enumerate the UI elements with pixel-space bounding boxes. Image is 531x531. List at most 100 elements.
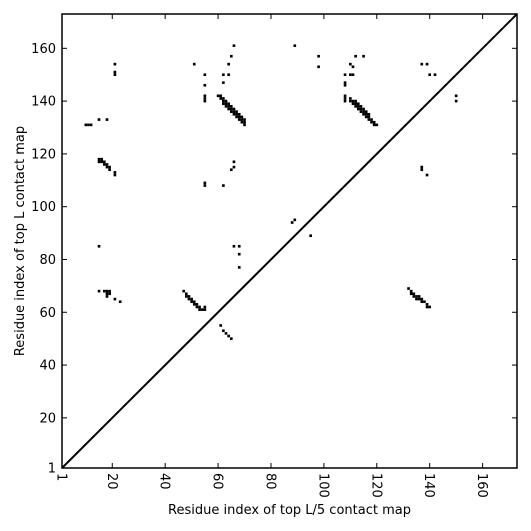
- upper-contact-marker: [343, 81, 347, 84]
- lower-contact-marker: [417, 297, 421, 301]
- lower-contact-marker: [97, 289, 101, 293]
- lower-contact-marker: [224, 332, 228, 335]
- lower-contact-marker: [192, 303, 196, 306]
- lower-contact-marker: [105, 292, 109, 296]
- lower-contact-marker: [100, 160, 104, 164]
- upper-contact-marker: [370, 118, 373, 121]
- upper-contact-marker: [232, 110, 236, 113]
- upper-contact-marker: [351, 102, 355, 106]
- lower-contact-marker: [407, 287, 410, 290]
- upper-contact-marker: [354, 102, 357, 106]
- upper-contact-marker: [235, 112, 238, 116]
- lower-contact-marker: [232, 165, 236, 169]
- upper-contact-marker: [222, 97, 225, 100]
- lower-contact-marker: [187, 295, 191, 298]
- lower-contact-marker: [105, 295, 109, 298]
- lower-contact-marker: [113, 297, 117, 301]
- upper-contact-marker: [113, 73, 117, 77]
- upper-contact-marker: [113, 70, 117, 74]
- upper-contact-marker: [351, 73, 355, 77]
- upper-contact-marker: [317, 54, 320, 58]
- lower-contact-marker: [113, 171, 117, 174]
- x-tick-label: 100: [315, 473, 330, 498]
- x-tick-label: 160: [474, 473, 489, 498]
- lower-contact-marker: [219, 324, 223, 327]
- lower-contact-marker: [203, 308, 207, 311]
- x-tick-label: 1: [54, 473, 69, 481]
- upper-contact-marker: [454, 99, 458, 103]
- upper-contact-marker: [227, 62, 230, 66]
- upper-contact-marker: [222, 102, 225, 106]
- lower-contact-marker: [229, 168, 233, 172]
- upper-contact-marker: [227, 105, 230, 108]
- lower-contact-marker: [417, 295, 421, 298]
- lower-contact-marker: [198, 305, 201, 309]
- y-tick-label: 100: [31, 200, 56, 215]
- upper-contact-marker: [229, 54, 233, 58]
- lower-contact-marker: [222, 184, 225, 187]
- upper-contact-marker: [224, 102, 228, 106]
- upper-contact-marker: [362, 110, 365, 113]
- upper-contact-marker: [343, 83, 347, 87]
- upper-contact-marker: [354, 54, 357, 58]
- upper-contact-marker: [372, 123, 376, 127]
- upper-contact-marker: [232, 112, 236, 116]
- upper-contact-marker: [227, 102, 230, 106]
- lower-contact-marker: [103, 160, 106, 164]
- lower-contact-marker: [232, 160, 236, 164]
- upper-contact-marker: [343, 97, 347, 100]
- lower-contact-marker: [237, 244, 241, 248]
- x-tick-label: 140: [421, 473, 436, 498]
- upper-contact-marker: [113, 62, 117, 66]
- upper-contact-marker: [243, 118, 246, 121]
- upper-contact-marker: [454, 94, 458, 98]
- upper-contact-marker: [203, 83, 207, 87]
- x-tick-label: 20: [104, 473, 119, 490]
- lower-contact-marker: [185, 295, 188, 298]
- lower-contact-marker: [195, 303, 199, 306]
- upper-contact-marker: [229, 110, 233, 113]
- lower-contact-marker: [232, 244, 236, 248]
- lower-contact-marker: [222, 329, 225, 333]
- lower-contact-marker: [420, 297, 424, 301]
- lower-contact-marker: [237, 266, 241, 269]
- upper-contact-marker: [229, 105, 233, 108]
- upper-contact-marker: [433, 73, 437, 77]
- upper-contact-marker: [235, 115, 238, 119]
- lower-contact-marker: [108, 292, 111, 296]
- upper-contact-marker: [428, 73, 432, 77]
- upper-contact-marker: [362, 112, 365, 116]
- upper-contact-marker: [364, 110, 368, 113]
- y-tick-label: 140: [31, 95, 56, 110]
- y-tick-label: 1: [48, 462, 56, 477]
- lower-contact-marker: [97, 157, 101, 161]
- lower-contact-marker: [105, 118, 109, 121]
- contact-markers: [84, 44, 458, 340]
- x-axis-label: Residue index of top L/5 contact map: [168, 503, 411, 518]
- y-tick-label: 60: [39, 306, 56, 321]
- upper-contact-marker: [343, 99, 347, 103]
- upper-contact-marker: [372, 120, 376, 124]
- y-tick-label: 40: [39, 359, 56, 374]
- lower-contact-marker: [103, 163, 106, 166]
- x-axis-ticks: 1 20 40 60 80 100 120 140 160: [54, 14, 489, 498]
- upper-contact-marker: [356, 107, 360, 111]
- x-tick-label: 80: [262, 473, 277, 490]
- lower-contact-marker: [293, 218, 297, 222]
- lower-contact-marker: [190, 297, 193, 301]
- diagonal-line: [61, 13, 518, 469]
- upper-contact-marker: [343, 73, 347, 77]
- upper-contact-marker: [240, 120, 244, 124]
- lower-contact-marker: [425, 305, 429, 309]
- lower-contact-marker: [108, 168, 111, 172]
- upper-contact-marker: [349, 62, 352, 66]
- lower-contact-marker: [229, 337, 233, 340]
- upper-contact-marker: [367, 115, 371, 119]
- upper-contact-marker: [349, 73, 352, 77]
- lower-contact-marker: [415, 297, 418, 301]
- upper-contact-marker: [367, 118, 371, 121]
- upper-contact-marker: [222, 73, 225, 77]
- upper-contact-marker: [364, 112, 368, 116]
- plot-area: [61, 13, 518, 469]
